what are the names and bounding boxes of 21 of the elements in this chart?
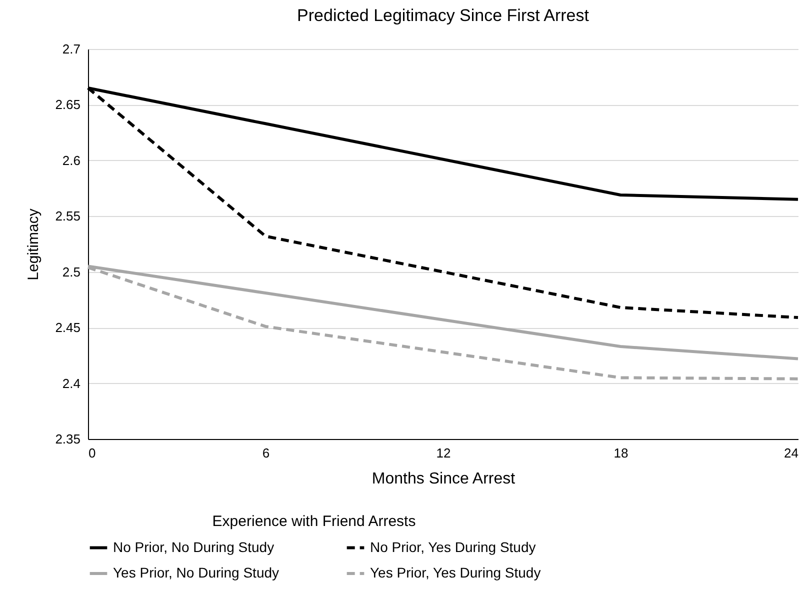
y-tick-label: 2.65: [55, 97, 80, 112]
x-tick-label: 18: [614, 446, 628, 460]
x-tick-label: 12: [436, 446, 451, 460]
x-tick-label: 0: [88, 446, 96, 460]
y-tick-label: 2.55: [55, 208, 80, 224]
x-tick-label: 6: [262, 446, 270, 460]
y-tick-label: 2.35: [55, 432, 80, 446]
y-tick-label: 2.6: [62, 152, 80, 168]
legend-label: No Prior, Yes During Study: [370, 538, 536, 555]
y-tick-label: 2.5: [62, 264, 80, 280]
y-tick-label: 2.7: [62, 42, 80, 56]
chart-title: Predicted Legitimacy Since First Arrest: [297, 6, 590, 25]
legend-title: Experience with Friend Arrests: [212, 513, 416, 530]
legend-label: No Prior, No During Study: [113, 538, 274, 555]
legend-label: Yes Prior, Yes During Study: [370, 564, 541, 580]
y-tick-label: 2.4: [62, 376, 80, 391]
legend-label: Yes Prior, No During Study: [113, 564, 280, 580]
y-axis-title: Legitimacy: [25, 208, 42, 280]
y-tick-label: 2.45: [55, 320, 80, 336]
x-axis-title: Months Since Arrest: [372, 470, 516, 488]
x-tick-label: 24: [784, 446, 798, 460]
